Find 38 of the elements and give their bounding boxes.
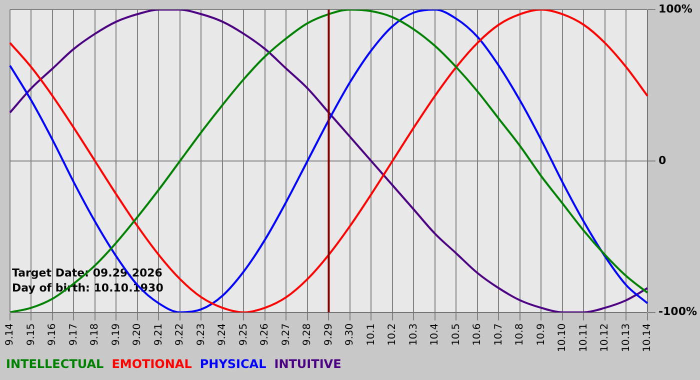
x-tick-label: 9.30	[344, 323, 356, 346]
x-tick-label: 10.4	[430, 323, 441, 346]
x-tick-label: 10.8	[514, 323, 526, 346]
x-tick-label: 10.2	[387, 323, 398, 346]
text: PHYSICAL	[200, 357, 266, 371]
x-tick-label: 10.5	[450, 323, 462, 346]
text: INTUITIVE	[274, 357, 342, 371]
x-tick-label: 10.7	[493, 323, 504, 346]
x-tick-label: 10.14	[642, 323, 654, 352]
x-tick-label: 9.28	[302, 323, 314, 346]
x-tick-label: 9.22	[174, 323, 186, 346]
x-tick-label: 9.21	[153, 323, 164, 346]
x-tick-label: 9.23	[196, 323, 207, 346]
x-tick-label: 9.20	[132, 323, 144, 346]
text: EMOTIONAL	[112, 357, 192, 371]
x-tick-label: 10.12	[600, 323, 611, 352]
x-tick-label: 9.25	[238, 323, 250, 346]
x-tick-label: 10.11	[578, 323, 590, 352]
x-tick-label: 9.27	[280, 323, 292, 346]
x-tick-label: 10.6	[472, 323, 484, 346]
x-tick-label: 10.10	[557, 323, 568, 352]
x-tick-label: 9.16	[47, 323, 58, 346]
x-tick-label: 9.29	[323, 323, 334, 346]
x-tick-label: 9.18	[90, 323, 101, 346]
x-tick-label: 10.9	[536, 323, 547, 346]
text: INTELLECTUAL	[6, 357, 104, 371]
x-tick-label: 9.26	[260, 323, 271, 346]
x-tick-label: 9.17	[68, 323, 80, 346]
y-tick-label: 100%	[658, 2, 692, 16]
x-tick-label: 10.13	[620, 323, 632, 352]
y-tick-label: 0	[658, 154, 666, 167]
y-tick-label: -100%	[658, 305, 698, 318]
x-tick-label: 10.1	[366, 323, 377, 346]
x-tick-label: 9.15	[26, 323, 37, 346]
x-tick-label: 9.14	[4, 323, 16, 346]
x-tick-label: 9.19	[110, 323, 122, 346]
x-tick-label: 9.24	[217, 323, 228, 346]
x-tick-label: 10.3	[408, 323, 420, 346]
